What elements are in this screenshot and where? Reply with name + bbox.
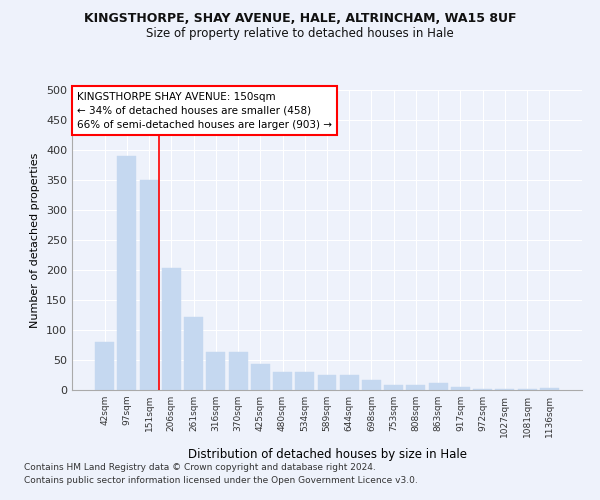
Bar [540,388,559,390]
Bar [95,342,114,390]
Bar [406,384,425,390]
X-axis label: Distribution of detached houses by size in Hale: Distribution of detached houses by size … [187,448,467,461]
Bar [140,180,158,390]
Bar [473,389,492,390]
Bar [118,156,136,390]
Text: KINGSTHORPE SHAY AVENUE: 150sqm
← 34% of detached houses are smaller (458)
66% o: KINGSTHORPE SHAY AVENUE: 150sqm ← 34% of… [77,92,332,130]
Bar [429,384,448,390]
Bar [162,268,181,390]
Bar [518,389,536,390]
Bar [317,375,337,390]
Bar [340,375,359,390]
Bar [384,384,403,390]
Bar [362,380,381,390]
Bar [206,352,225,390]
Bar [229,352,248,390]
Text: Contains HM Land Registry data © Crown copyright and database right 2024.: Contains HM Land Registry data © Crown c… [24,462,376,471]
Bar [451,387,470,390]
Text: Contains public sector information licensed under the Open Government Licence v3: Contains public sector information licen… [24,476,418,485]
Bar [251,364,270,390]
Bar [273,372,292,390]
Text: Size of property relative to detached houses in Hale: Size of property relative to detached ho… [146,28,454,40]
Bar [496,389,514,390]
Bar [184,317,203,390]
Bar [295,372,314,390]
Y-axis label: Number of detached properties: Number of detached properties [31,152,40,328]
Text: KINGSTHORPE, SHAY AVENUE, HALE, ALTRINCHAM, WA15 8UF: KINGSTHORPE, SHAY AVENUE, HALE, ALTRINCH… [84,12,516,26]
